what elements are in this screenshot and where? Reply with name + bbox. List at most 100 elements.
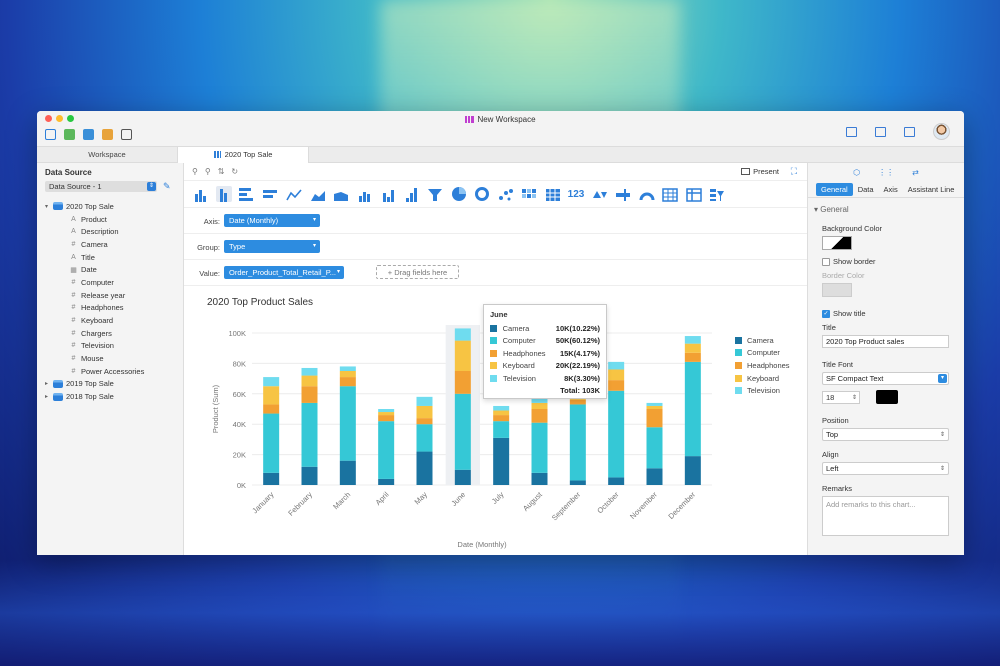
align-select[interactable]: Left ⇕ bbox=[822, 462, 949, 475]
chevron-right-icon[interactable]: ▸ bbox=[45, 394, 49, 401]
sort-icon[interactable]: ⇅ bbox=[217, 167, 225, 176]
left-panel-toggle-icon[interactable] bbox=[846, 126, 857, 137]
field-item[interactable]: ▦ Date bbox=[45, 263, 175, 276]
present-button[interactable]: Present bbox=[741, 167, 779, 176]
field-item[interactable]: # Television bbox=[45, 340, 175, 353]
table-chart-icon[interactable] bbox=[662, 186, 678, 202]
line-chart-icon[interactable] bbox=[286, 186, 302, 202]
tab-assistant-line[interactable]: Assistant Line bbox=[907, 184, 955, 194]
field-item[interactable]: # Chargers bbox=[45, 327, 175, 340]
add-dataset-icon[interactable] bbox=[83, 129, 94, 140]
legend-item[interactable]: Camera bbox=[735, 334, 790, 347]
legend-item[interactable]: Keyboard bbox=[735, 372, 790, 385]
field-item[interactable]: A Title bbox=[45, 251, 175, 264]
dataset-item[interactable]: ▾ 2020 Top Sale bbox=[45, 200, 175, 213]
value-field-value: Order_Product_Total_Retail_P... bbox=[229, 268, 337, 277]
combo-chart-icon[interactable] bbox=[357, 186, 373, 202]
document-tab[interactable]: 2020 Top Sale bbox=[177, 147, 309, 163]
y-tick-label: 40K bbox=[233, 420, 246, 429]
tab-general[interactable]: General bbox=[816, 182, 853, 196]
right-panel-toggle-icon[interactable] bbox=[904, 126, 915, 137]
refresh-icon[interactable]: ↻ bbox=[231, 167, 239, 176]
position-select[interactable]: Top ⇕ bbox=[822, 428, 949, 441]
edit-pencil-icon[interactable]: ✎ bbox=[163, 181, 171, 191]
filter-chart-icon[interactable]: ⚲ bbox=[204, 167, 211, 176]
bullet-chart-icon[interactable] bbox=[615, 186, 631, 202]
heatmap-chart-icon[interactable] bbox=[521, 186, 537, 202]
kpi-arrow-icon[interactable] bbox=[592, 186, 608, 202]
workspace-tab[interactable]: Workspace bbox=[88, 150, 126, 159]
legend-item[interactable]: Headphones bbox=[735, 359, 790, 372]
field-item[interactable]: # Camera bbox=[45, 238, 175, 251]
field-item[interactable]: # Keyboard bbox=[45, 314, 175, 327]
legend-item[interactable]: Computer bbox=[735, 347, 790, 360]
value-shelf: Value: Order_Product_Total_Retail_P... ▾ … bbox=[184, 260, 807, 286]
field-item[interactable]: A Description bbox=[45, 225, 175, 238]
title-input[interactable]: 2020 Top Product sales bbox=[822, 335, 949, 348]
minimize-button[interactable] bbox=[56, 115, 63, 122]
bar-chart-icon[interactable] bbox=[239, 186, 255, 202]
donut-chart-icon[interactable] bbox=[474, 186, 490, 202]
data-mapping-icon[interactable]: ⋮⋮ bbox=[878, 167, 895, 177]
funnel-chart-icon[interactable] bbox=[427, 186, 443, 202]
chevron-down-icon[interactable]: ▾ bbox=[45, 203, 49, 210]
field-item[interactable]: # Mouse bbox=[45, 352, 175, 365]
matrix-chart-icon[interactable] bbox=[545, 186, 561, 202]
tab-axis[interactable]: Axis bbox=[883, 184, 898, 194]
chart-settings-icon[interactable]: ⬡ bbox=[853, 167, 861, 177]
field-item[interactable]: # Power Accessories bbox=[45, 365, 175, 378]
field-item[interactable]: # Computer bbox=[45, 276, 175, 289]
combo-line-chart-icon[interactable] bbox=[380, 186, 396, 202]
add-datasource-icon[interactable] bbox=[64, 129, 75, 140]
save-icon[interactable] bbox=[45, 129, 56, 140]
legend-item[interactable]: Television bbox=[735, 384, 790, 397]
column-chart-icon[interactable] bbox=[192, 186, 208, 202]
dataset-item[interactable]: ▸ 2019 Top Sale bbox=[45, 378, 175, 391]
datasource-select[interactable]: Data Source - 1 ⇕ bbox=[45, 181, 157, 192]
dataset-item[interactable]: ▸ 2018 Top Sale bbox=[45, 390, 175, 403]
tree-item-label: Title bbox=[81, 252, 95, 262]
pie-chart-icon[interactable] bbox=[451, 186, 467, 202]
bar-segment bbox=[684, 352, 701, 362]
show-border-checkbox[interactable] bbox=[822, 257, 830, 266]
position-label: Position bbox=[822, 416, 849, 425]
value-field-pill[interactable]: Order_Product_Total_Retail_P... ▾ bbox=[224, 266, 344, 279]
tab-data[interactable]: Data bbox=[857, 184, 874, 194]
window-title: New Workspace bbox=[37, 115, 964, 124]
remarks-textarea[interactable]: Add remarks to this chart... bbox=[822, 496, 949, 536]
interaction-icon[interactable]: ⇄ bbox=[912, 167, 919, 177]
general-section-header[interactable]: ▾ General bbox=[814, 205, 849, 214]
field-item[interactable]: # Headphones bbox=[45, 302, 175, 315]
font-size-input[interactable]: 18 ⇕ bbox=[822, 390, 860, 404]
filter-icon[interactable]: ⚲ bbox=[192, 167, 198, 176]
pivot-table-icon[interactable] bbox=[685, 186, 702, 202]
stacked-area-chart-icon[interactable] bbox=[333, 186, 349, 202]
top-panel-toggle-icon[interactable] bbox=[875, 126, 886, 137]
filter-list-icon[interactable] bbox=[709, 186, 725, 202]
field-item[interactable]: # Release year bbox=[45, 289, 175, 302]
add-sheet-icon[interactable] bbox=[102, 129, 113, 140]
user-avatar[interactable] bbox=[933, 123, 950, 140]
stacked-column-chart-icon[interactable] bbox=[215, 186, 232, 202]
group-field-pill[interactable]: Type ▾ bbox=[224, 240, 320, 253]
waterfall-chart-icon[interactable] bbox=[404, 186, 420, 202]
axis-field-pill[interactable]: Date (Monthly) ▾ bbox=[224, 214, 320, 227]
scatter-chart-icon[interactable] bbox=[498, 186, 514, 202]
gauge-chart-icon[interactable] bbox=[639, 186, 655, 202]
field-item[interactable]: A Product bbox=[45, 213, 175, 226]
stacked-bar-chart-icon[interactable] bbox=[262, 186, 279, 202]
background-color-swatch[interactable] bbox=[822, 236, 852, 250]
fullscreen-icon[interactable]: ⛶ bbox=[790, 166, 797, 176]
copy-icon[interactable] bbox=[121, 129, 132, 140]
number-chart-icon[interactable]: 123 bbox=[568, 186, 585, 202]
number-field-icon: # bbox=[71, 317, 76, 325]
title-color-swatch[interactable] bbox=[876, 390, 898, 404]
area-chart-icon[interactable] bbox=[310, 186, 326, 202]
close-button[interactable] bbox=[45, 115, 52, 122]
title-font-select[interactable]: SF Compact Text ▾ bbox=[822, 372, 949, 385]
chevron-right-icon[interactable]: ▸ bbox=[45, 381, 49, 388]
zoom-button[interactable] bbox=[67, 115, 74, 122]
chart-title: 2020 Top Product Sales bbox=[207, 297, 314, 308]
drag-fields-dropzone[interactable]: + Drag fields here bbox=[376, 265, 459, 279]
show-title-checkbox[interactable]: ✓ bbox=[822, 309, 830, 318]
